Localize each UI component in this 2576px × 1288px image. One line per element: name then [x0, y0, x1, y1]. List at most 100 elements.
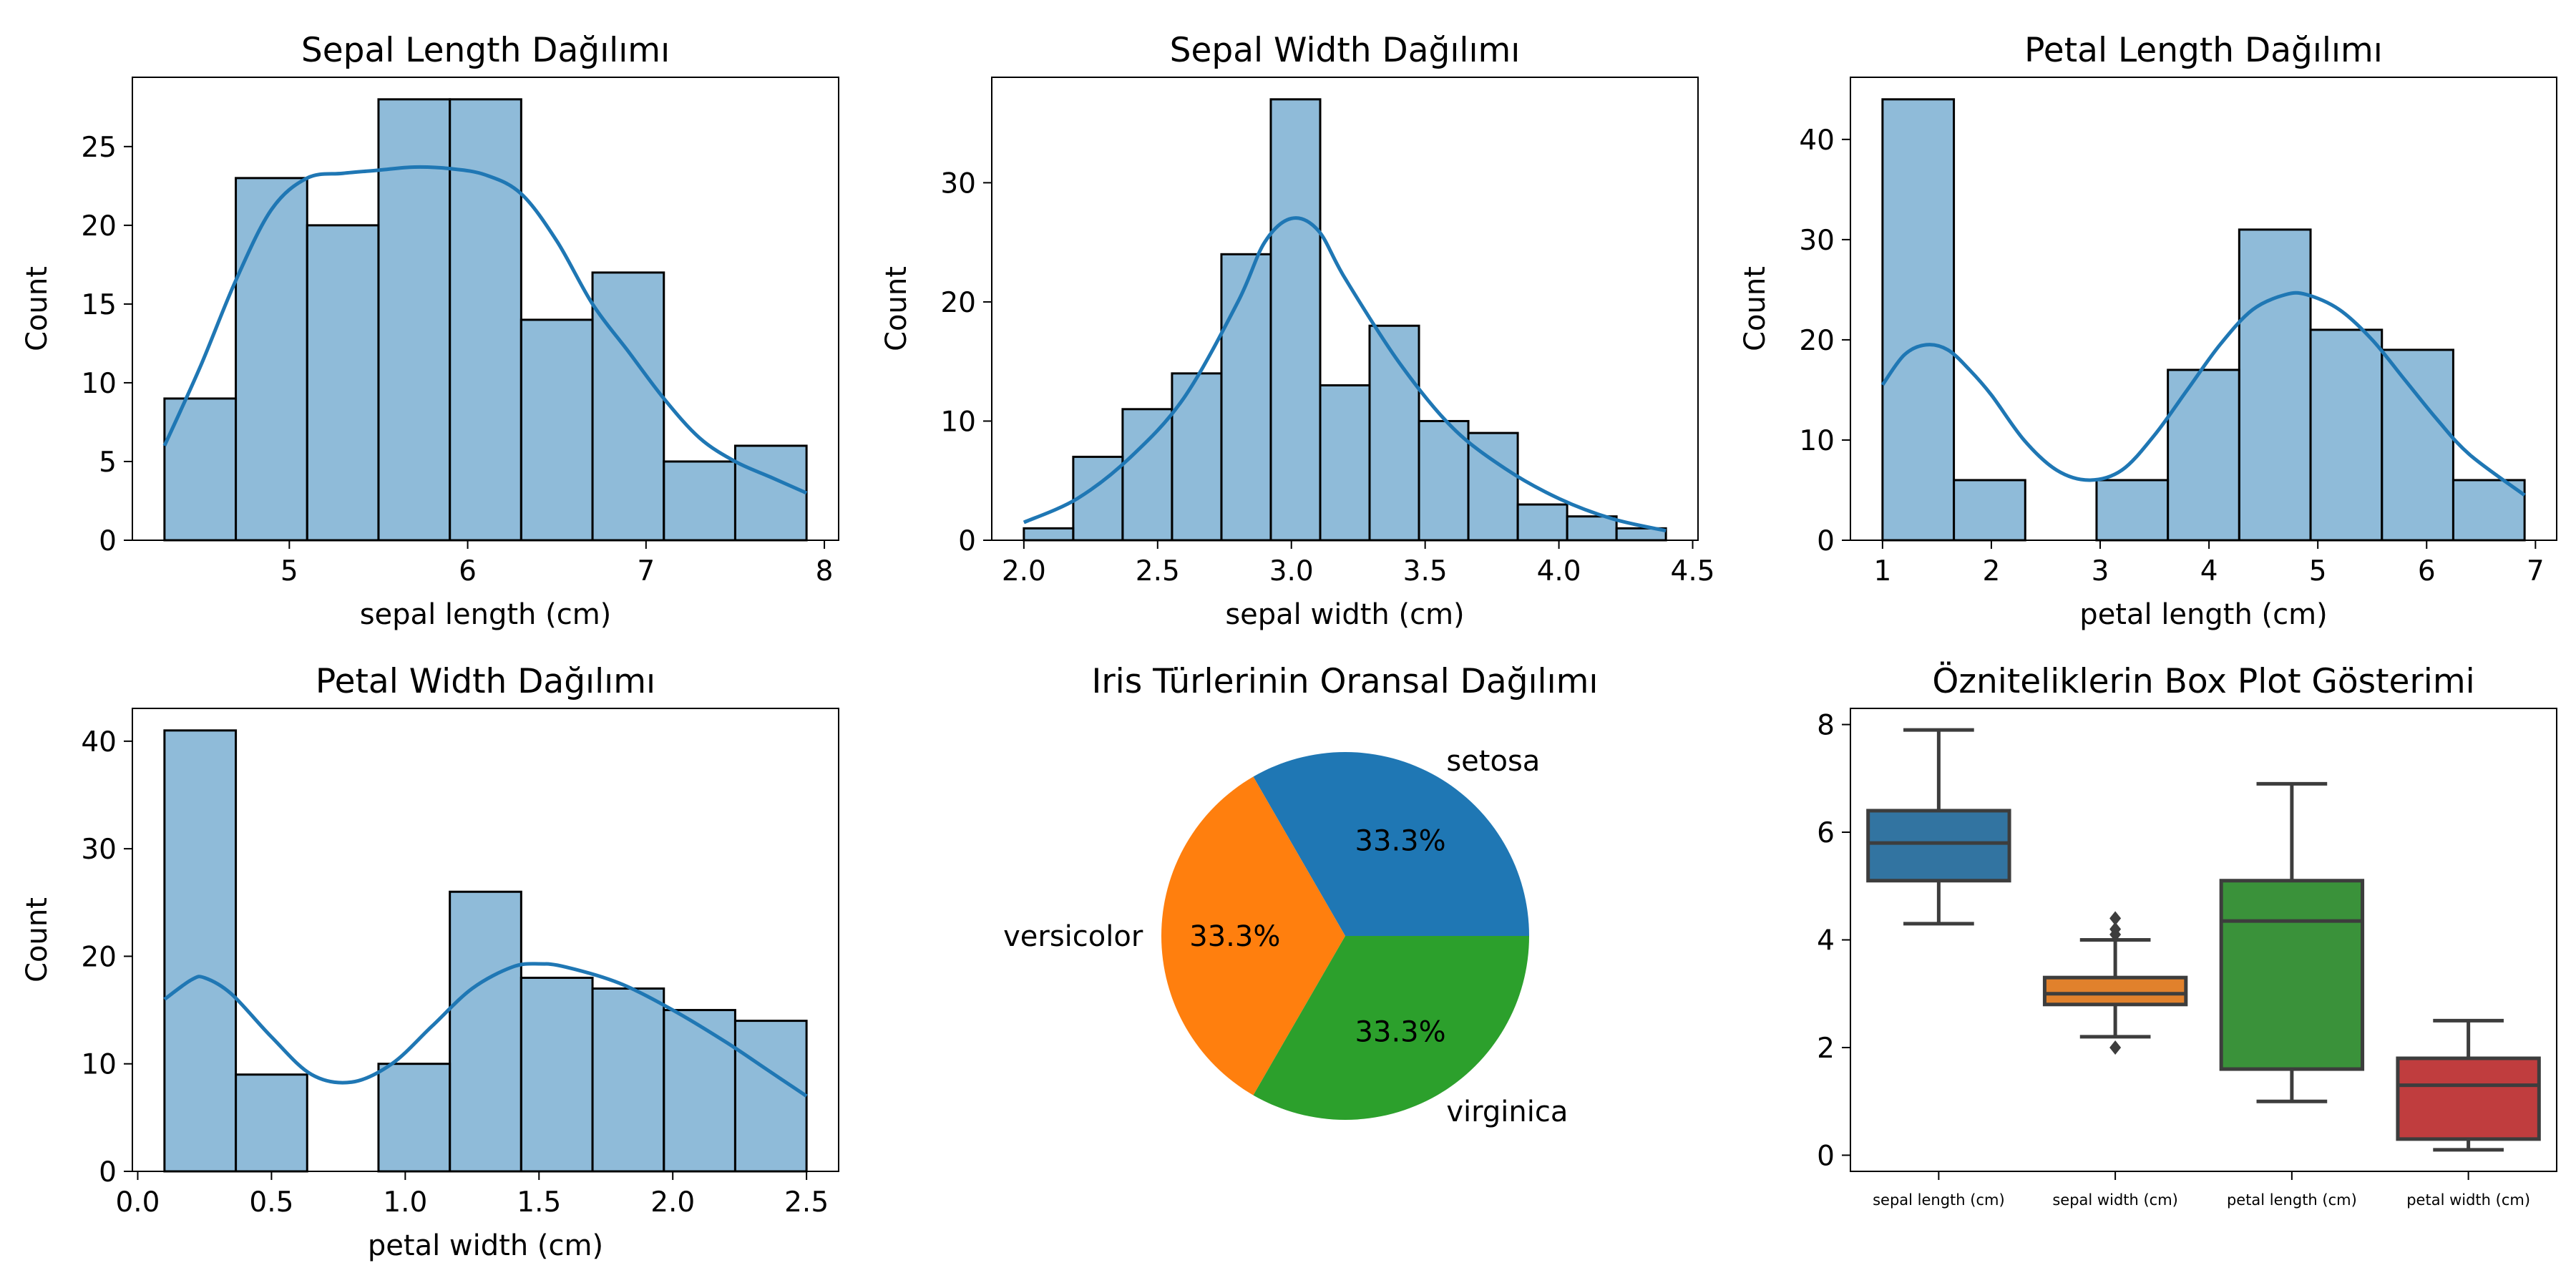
histogram-bar [377, 1063, 452, 1173]
y-tick-label: 0 [958, 525, 976, 557]
y-tick-label: 40 [1799, 125, 1835, 157]
y-tick-label: 5 [99, 447, 117, 479]
title-petal-width: Petal Width Dağılımı [316, 662, 655, 701]
y-tick-label: 8 [1817, 710, 1835, 742]
histogram-bar [591, 271, 665, 542]
y-tick-label: 20 [1799, 325, 1835, 357]
pie-pct-label: 33.3% [1189, 920, 1280, 953]
x-tick-label: 4.0 [1537, 555, 1581, 587]
histogram-bar [591, 987, 665, 1173]
title-boxplot: Özniteliklerin Box Plot Gösterimi [1932, 662, 2474, 701]
y-tick-label: 10 [81, 368, 117, 400]
y-tick-label: 0 [99, 1156, 117, 1189]
kde-line [1880, 291, 2526, 497]
x-tick-label: 2 [1983, 555, 2001, 587]
y-tick-label: 30 [940, 167, 976, 200]
x-tick-label: 3 [2092, 555, 2109, 587]
kde-line [1023, 216, 1667, 533]
y-tick-label: 10 [1799, 425, 1835, 457]
histogram-bar [1269, 98, 1322, 542]
x-tick-label: 2.0 [650, 1186, 695, 1219]
y-tick-label: 30 [81, 834, 117, 866]
histogram-bar [449, 890, 522, 1173]
x-tick-label: 3.5 [1403, 555, 1448, 587]
histogram-bar [2238, 228, 2312, 542]
subplot-sepal-width: Sepal Width Dağılımı sepal width (cm) Co… [880, 31, 1715, 631]
axes-frame [1850, 77, 2557, 541]
y-tick-label: 4 [1817, 925, 1835, 957]
pie-slice-virginica [1253, 936, 1529, 1120]
outlier [2109, 922, 2122, 937]
ylabel-petal-length: Count [1739, 266, 1772, 351]
histogram-bar [519, 976, 594, 1173]
x-tick-label: 4 [2200, 555, 2218, 587]
y-tick-label: 0 [1817, 1140, 1835, 1172]
pie-slice-versicolor [1161, 776, 1345, 1096]
pie-label: virginica [1446, 1096, 1568, 1128]
y-tick-label: 20 [81, 210, 117, 243]
subplot-species-pie: Iris Türlerinin Oransal Dağılımı setosa 3… [1003, 662, 1598, 1128]
x-tick-label: 2.5 [784, 1186, 829, 1219]
xlabel-petal-width: petal width (cm) [368, 1229, 603, 1262]
kde-line [163, 962, 808, 1098]
histogram-bar [663, 460, 736, 542]
x-tick-label: petal width (cm) [2406, 1191, 2530, 1209]
axes-frame [132, 77, 839, 541]
x-tick-label: 2.5 [1136, 555, 1180, 587]
outlier [2109, 1040, 2122, 1055]
histogram-bar [449, 98, 522, 542]
axes-frame [1850, 708, 2557, 1172]
box [1866, 809, 2011, 883]
histogram-bar [2095, 479, 2170, 542]
x-tick-label: 8 [816, 555, 834, 587]
x-tick-label: 2.0 [1002, 555, 1046, 587]
y-tick-label: 25 [81, 132, 117, 164]
pie-label: setosa [1446, 745, 1540, 778]
title-sepal-length: Sepal Length Dağılımı [301, 31, 670, 70]
histogram-bar [1220, 253, 1272, 542]
histogram-bar [163, 729, 238, 1173]
histogram-bar [1953, 479, 2026, 542]
x-tick-label: 1.0 [383, 1186, 427, 1219]
y-tick-label: 20 [81, 941, 117, 973]
histogram-bar [519, 318, 594, 542]
histogram-bar [733, 1020, 808, 1173]
axes-frame [991, 77, 1699, 541]
y-tick-label: 0 [99, 525, 117, 557]
x-tick-label: sepal width (cm) [2052, 1191, 2178, 1209]
x-tick-label: 7 [637, 555, 655, 587]
y-tick-label: 10 [940, 406, 976, 438]
xlabel-petal-length: petal length (cm) [2079, 598, 2327, 631]
x-tick-label: 5 [2309, 555, 2327, 587]
title-sepal-width: Sepal Width Dağılımı [1170, 31, 1521, 70]
x-tick-label: 0.0 [115, 1186, 160, 1219]
histogram-bar [663, 1009, 736, 1173]
x-tick-label: 1 [1873, 555, 1891, 587]
histogram-bar [306, 224, 380, 542]
histogram-bar [2381, 348, 2454, 542]
histogram-bar [235, 1073, 308, 1173]
subplot-boxplot: Özniteliklerin Box Plot Gösterimi sepal … [1817, 662, 2557, 1209]
x-tick-label: 5 [280, 555, 298, 587]
x-tick-label: 7 [2527, 555, 2545, 587]
y-tick-label: 6 [1817, 817, 1835, 849]
y-tick-label: 10 [81, 1049, 117, 1081]
y-tick-label: 2 [1817, 1033, 1835, 1065]
x-tick-label: petal length (cm) [2227, 1191, 2357, 1209]
x-tick-label: 6 [2418, 555, 2436, 587]
subplot-sepal-length: Sepal Length Dağılımı sepal length (cm) … [21, 31, 839, 631]
histogram-bar [1566, 515, 1618, 542]
y-tick-label: 0 [1817, 525, 1835, 557]
histogram-bar [1023, 527, 1075, 542]
outlier [2109, 911, 2122, 926]
axes-frame [132, 708, 839, 1172]
histogram-bar [1467, 431, 1519, 542]
pie-pct-label: 33.3% [1355, 824, 1446, 857]
histogram-bar [235, 177, 308, 542]
histogram-bar [1516, 503, 1568, 542]
x-tick-label: 4.5 [1671, 555, 1715, 587]
kde-line [162, 165, 808, 495]
box [2042, 975, 2188, 1007]
ylabel-sepal-length: Count [21, 266, 54, 351]
